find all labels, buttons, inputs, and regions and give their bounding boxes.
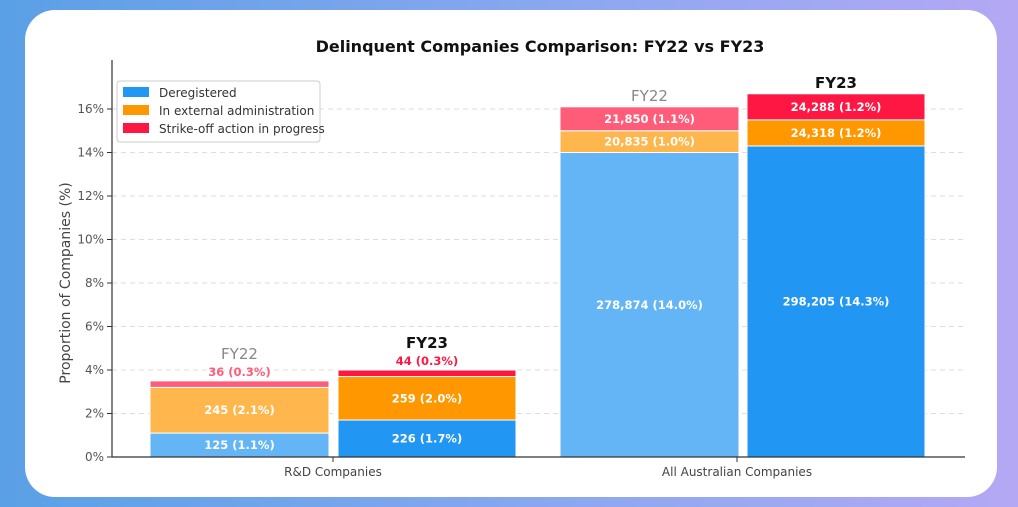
data-label: 24,318 (1.2%) [791, 126, 882, 140]
y-axis-label: Proportion of Companies (%) [58, 182, 74, 383]
group-label: FY23 [406, 334, 448, 352]
chart-title: Delinquent Companies Comparison: FY22 vs… [316, 37, 765, 56]
data-label: 20,835 (1.0%) [604, 135, 695, 149]
y-tick-label: 8% [85, 276, 104, 290]
data-label: 21,850 (1.1%) [604, 112, 695, 126]
legend-label: Deregistered [159, 86, 237, 100]
bar-segment [746, 119, 926, 147]
data-label: 44 (0.3%) [396, 354, 458, 368]
legend-swatch [123, 105, 149, 115]
bar-segment [337, 419, 517, 458]
data-label: 226 (1.7%) [392, 432, 462, 446]
group-label: FY22 [221, 345, 258, 363]
y-tick-label: 6% [85, 320, 104, 334]
y-tick-label: 14% [77, 146, 104, 160]
bar-segment [559, 152, 740, 458]
legend [116, 80, 321, 143]
group-label: FY23 [815, 74, 857, 92]
data-label: 36 (0.3%) [208, 365, 270, 379]
bar-segment [746, 93, 926, 121]
data-label: 24,288 (1.2%) [791, 100, 882, 114]
legend-swatch [123, 123, 149, 133]
y-tick-label: 16% [77, 102, 104, 116]
y-tick-label: 12% [77, 189, 104, 203]
x-tick-label: All Australian Companies [662, 465, 812, 479]
bar-segment [746, 145, 926, 458]
legend-label: Strike-off action in progress [159, 122, 325, 136]
legend-label: In external administration [159, 104, 314, 118]
legend-swatch [123, 87, 149, 97]
data-label: 298,205 (14.3%) [783, 294, 890, 308]
bar-segment [337, 376, 517, 421]
y-tick-label: 0% [85, 450, 104, 464]
bar-segment [149, 380, 330, 388]
x-tick-label: R&D Companies [284, 465, 382, 479]
data-label: 259 (2.0%) [392, 391, 462, 405]
data-label: 278,874 (14.0%) [596, 298, 703, 312]
group-label: FY22 [631, 87, 668, 105]
bar-segment [337, 369, 517, 378]
y-tick-label: 2% [85, 407, 104, 421]
y-tick-label: 10% [77, 233, 104, 247]
y-tick-label: 4% [85, 363, 104, 377]
data-label: 245 (2.1%) [204, 403, 274, 417]
data-label: 125 (1.1%) [204, 438, 274, 452]
bar-segment [559, 106, 740, 132]
